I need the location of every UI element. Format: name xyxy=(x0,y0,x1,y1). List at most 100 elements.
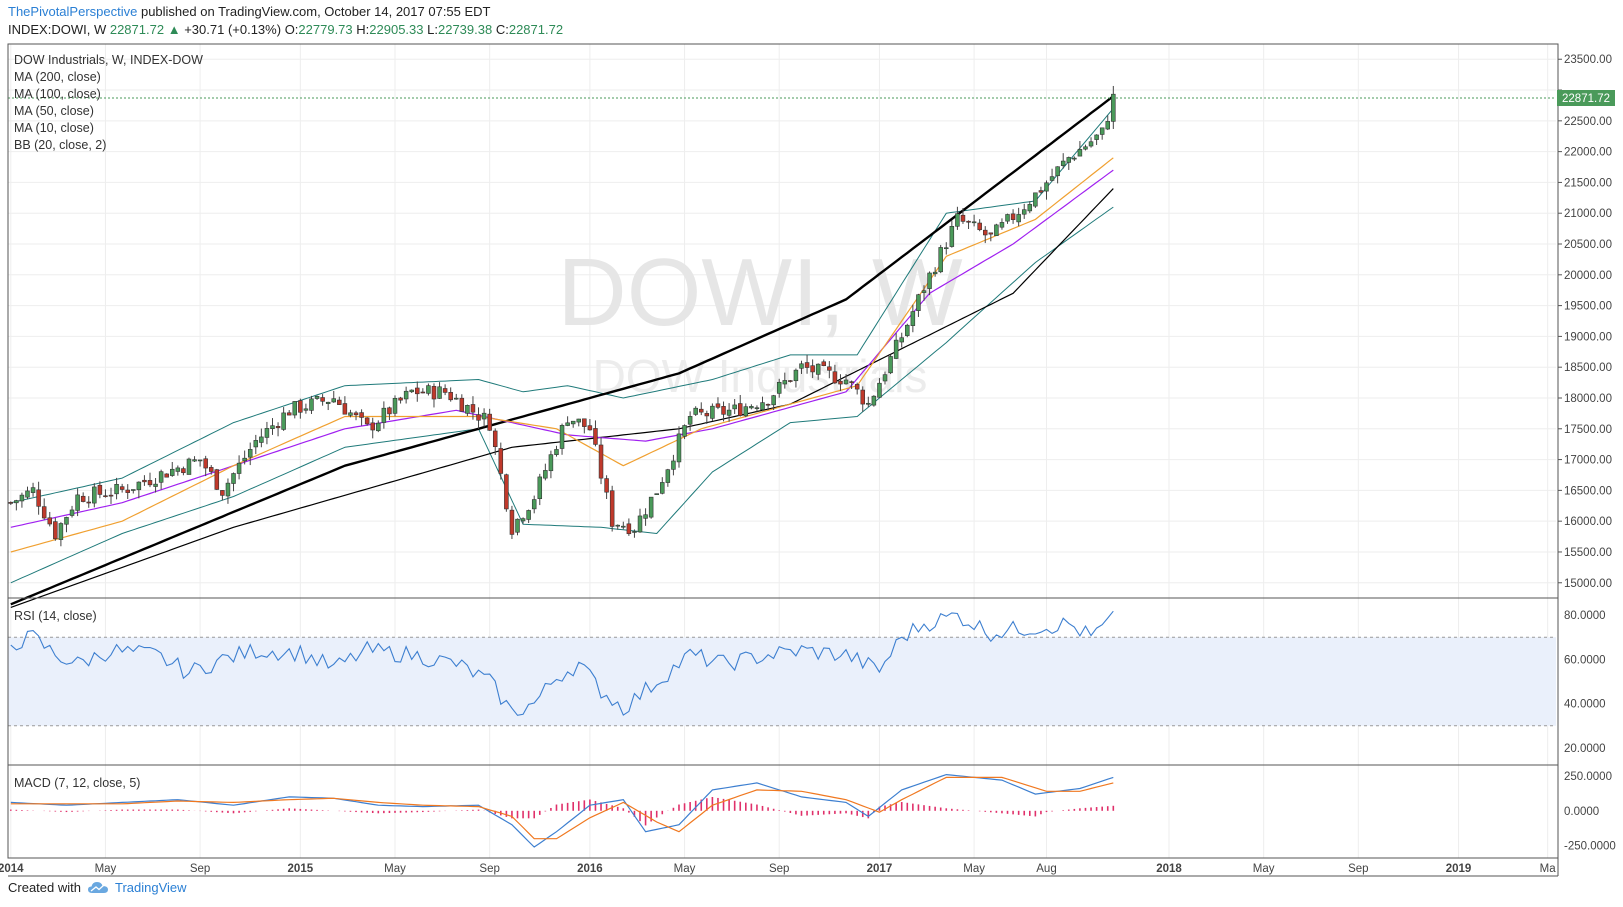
candle-body xyxy=(832,371,838,384)
candle-body xyxy=(921,290,927,293)
price-tick-label: 19000.00 xyxy=(1564,331,1612,343)
tradingview-link[interactable]: TradingView xyxy=(114,880,187,895)
candle-body xyxy=(1099,127,1105,135)
candle-body xyxy=(225,482,231,497)
candle-body xyxy=(364,417,370,425)
candle-body xyxy=(1077,149,1083,157)
candle-body xyxy=(888,356,893,374)
candle-body xyxy=(1055,166,1060,177)
time-tick-label: Sep xyxy=(190,863,210,875)
candle-body xyxy=(97,484,103,495)
chart-header-line1: ThePivotalPerspective published on Tradi… xyxy=(8,4,491,19)
last-price-badge-text: 22871.72 xyxy=(1562,93,1610,105)
candle-body xyxy=(615,524,620,527)
candle-body xyxy=(348,412,353,416)
candle-body xyxy=(36,489,41,507)
candle-body xyxy=(325,401,331,404)
candle-body xyxy=(554,449,559,455)
legend-bb[interactable]: BB (20, close, 2) xyxy=(14,138,106,152)
candle-body xyxy=(125,489,130,493)
candle-body xyxy=(565,422,570,426)
candle-body xyxy=(559,425,565,449)
candle-body xyxy=(8,502,14,504)
candle-body xyxy=(236,462,242,474)
candle-body xyxy=(158,471,164,483)
time-tick-label: May xyxy=(963,863,985,875)
price-tick-label: 15000.00 xyxy=(1564,578,1612,590)
time-tick-label: May xyxy=(1253,863,1275,875)
candle-body xyxy=(1060,160,1066,166)
price-tick-label: 22500.00 xyxy=(1564,116,1612,128)
candle-body xyxy=(448,392,453,401)
candle-body xyxy=(665,469,671,483)
candle-body xyxy=(387,407,392,415)
ma200-line xyxy=(10,95,1115,606)
candle-body xyxy=(208,467,214,472)
candle-body xyxy=(197,459,203,462)
low-label: L: xyxy=(427,22,438,37)
candle-body xyxy=(1044,182,1049,192)
candle-body xyxy=(693,407,698,415)
price-tick-label: 18000.00 xyxy=(1564,393,1612,405)
bb-upper-line xyxy=(10,108,1114,504)
legend-ma100[interactable]: MA (100, close) xyxy=(14,87,101,101)
candle-body xyxy=(114,484,119,495)
author-link[interactable]: ThePivotalPerspective xyxy=(8,4,138,19)
candle-body xyxy=(476,414,481,421)
ma10-line xyxy=(10,157,1114,553)
candle-body xyxy=(815,363,821,375)
candle-body xyxy=(660,482,665,494)
candle-body xyxy=(938,247,943,273)
candle-body xyxy=(782,380,788,385)
candle-body xyxy=(1083,146,1088,150)
candle-body xyxy=(309,398,314,411)
time-tick-label: 2016 xyxy=(577,863,603,875)
candle-body xyxy=(30,487,36,493)
candle-body xyxy=(242,457,247,462)
rsi-label[interactable]: RSI (14, close) xyxy=(14,609,97,623)
candle-body xyxy=(1005,214,1010,222)
candle-body xyxy=(893,339,899,359)
time-tick-label: May xyxy=(674,863,696,875)
price-tick-label: 16000.00 xyxy=(1564,516,1612,528)
candle-body xyxy=(927,272,932,289)
candle-body xyxy=(977,222,982,231)
rsi-line xyxy=(10,610,1114,716)
candle-body xyxy=(854,384,860,390)
legend-ma50[interactable]: MA (50, close) xyxy=(14,104,94,118)
candle-body xyxy=(103,495,108,498)
price-tick-label: 21000.00 xyxy=(1564,208,1612,220)
candle-body xyxy=(916,294,921,311)
candle-body xyxy=(960,214,966,222)
candle-body xyxy=(771,395,776,406)
time-tick-label: Ma xyxy=(1540,863,1557,875)
candle-body xyxy=(359,412,364,418)
candle-body xyxy=(838,380,843,385)
candle-body xyxy=(426,385,431,394)
tradingview-cloud-icon xyxy=(87,882,108,893)
last-price-header: 22871.72 xyxy=(109,22,165,37)
price-tick-label: 20000.00 xyxy=(1564,270,1612,282)
price-tick-label: 15500.00 xyxy=(1564,547,1612,559)
price-tick-label: 17500.00 xyxy=(1564,424,1612,436)
macd-label[interactable]: MACD (7, 12, close, 5) xyxy=(14,776,140,790)
candle-body xyxy=(376,422,381,432)
close-value: 22871.72 xyxy=(508,22,564,37)
candle-body xyxy=(543,470,548,479)
candle-body xyxy=(392,397,398,414)
candle-body xyxy=(275,426,281,429)
ma50-line xyxy=(10,169,1114,528)
axes: 23500.00 22500.00 22000.00 21500.00 21000.00… xyxy=(0,54,1616,875)
candle-body xyxy=(877,382,882,398)
price-tick-label: 20500.00 xyxy=(1564,239,1612,251)
legend-ma10[interactable]: MA (10, close) xyxy=(14,121,94,135)
legend-ma200[interactable]: MA (200, close) xyxy=(14,70,101,84)
candle-body xyxy=(866,402,871,405)
candle-body xyxy=(1066,157,1072,163)
candle-body xyxy=(1111,93,1116,122)
candle-body xyxy=(1038,190,1044,193)
rsi-band xyxy=(8,637,1556,726)
candle-body xyxy=(170,468,175,476)
candle-body xyxy=(988,232,994,235)
